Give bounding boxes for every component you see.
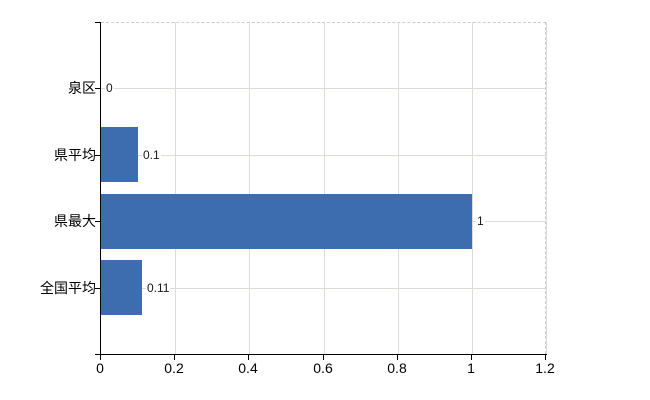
- gridline-vertical: [249, 22, 250, 354]
- plot-border-top: [101, 22, 546, 23]
- gridline-vertical: [398, 22, 399, 354]
- bar: [101, 194, 472, 249]
- bar-value-label: 0.1: [142, 148, 161, 162]
- x-axis-tick: [248, 355, 249, 360]
- gridline-vertical: [324, 22, 325, 354]
- x-axis-line: [100, 354, 547, 355]
- y-axis-tick: [95, 288, 100, 289]
- y-axis-line: [100, 22, 101, 355]
- x-axis-tick: [397, 355, 398, 360]
- category-label: 泉区: [68, 80, 96, 96]
- y-axis-tick: [95, 221, 100, 222]
- plot-area: 0 0.1 1 0.11: [101, 22, 547, 354]
- bar-value-label: 0.11: [146, 281, 171, 295]
- x-tick-label: 0.6: [313, 360, 333, 376]
- x-axis-tick: [545, 355, 546, 360]
- gridline-vertical: [546, 22, 547, 354]
- x-axis-tick: [323, 355, 324, 360]
- y-axis-tick: [95, 354, 100, 355]
- y-axis-tick: [95, 155, 100, 156]
- category-label: 全国平均: [40, 280, 96, 296]
- x-tick-label: 1.2: [535, 360, 555, 376]
- y-axis-tick: [95, 88, 100, 89]
- plot-border-right: [545, 22, 546, 354]
- x-tick-label: 0.4: [238, 360, 258, 376]
- x-tick-label: 0.8: [387, 360, 407, 376]
- bar-value-label: 1: [476, 214, 485, 228]
- x-tick-label: 0.2: [164, 360, 184, 376]
- bar-value-label: 0: [105, 81, 114, 95]
- category-label: 県平均: [54, 147, 96, 163]
- x-axis-tick: [100, 355, 101, 360]
- x-axis-tick: [471, 355, 472, 360]
- gridline-horizontal: [101, 88, 546, 89]
- gridline-horizontal: [101, 288, 546, 289]
- category-label: 県最大: [54, 213, 96, 229]
- gridline-vertical: [175, 22, 176, 354]
- gridline-vertical: [472, 22, 473, 354]
- x-tick-label: 1: [467, 360, 475, 376]
- gridline-horizontal: [101, 155, 546, 156]
- y-axis-tick: [95, 22, 100, 23]
- bar: [101, 260, 142, 315]
- bar: [101, 127, 138, 182]
- x-tick-label: 0: [96, 360, 104, 376]
- x-axis-tick: [174, 355, 175, 360]
